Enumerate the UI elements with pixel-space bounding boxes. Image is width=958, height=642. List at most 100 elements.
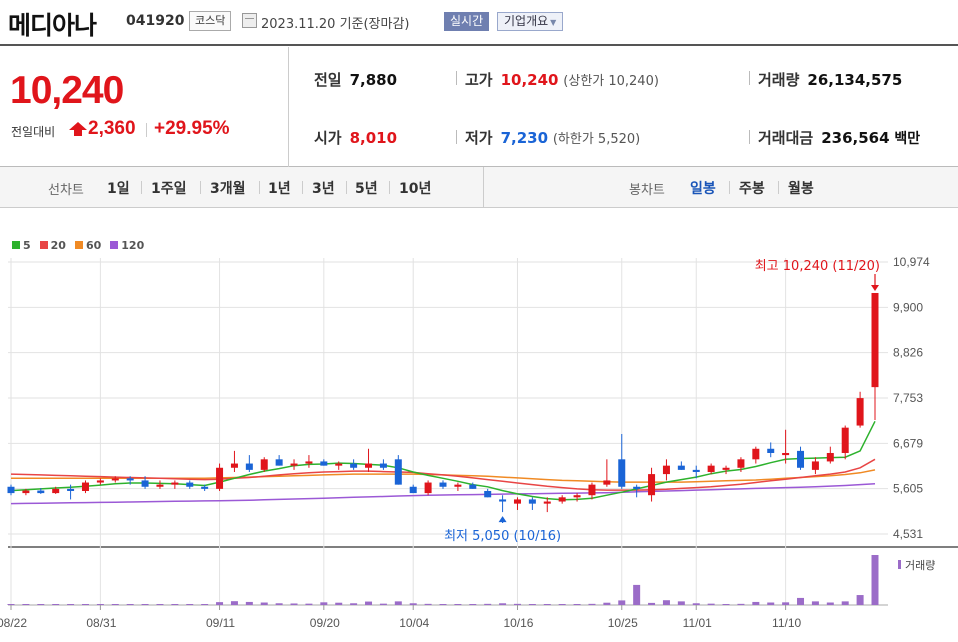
divider bbox=[749, 71, 750, 85]
candle-body bbox=[67, 488, 75, 491]
low-arrow-icon bbox=[498, 516, 507, 523]
volume-bar bbox=[454, 604, 462, 605]
trade-value-stat: 거래대금 236,564 백만 bbox=[758, 127, 920, 148]
open-stat: 시가 8,010 bbox=[314, 127, 397, 148]
trade-value-value: 236,564 bbox=[821, 129, 890, 147]
volume-bar bbox=[201, 604, 209, 605]
ma5-line bbox=[10, 420, 876, 501]
candle-body bbox=[692, 469, 700, 472]
volume-bar bbox=[692, 603, 700, 605]
candle-body bbox=[245, 463, 253, 470]
period-5y[interactable]: 5년 bbox=[355, 181, 378, 197]
volume-bar bbox=[52, 604, 60, 605]
candle-body bbox=[707, 465, 715, 472]
x-tick-label: 08/22 bbox=[0, 616, 27, 630]
candle-body bbox=[737, 459, 745, 468]
low-stat: 저가 7,230 (하한가 5,520) bbox=[465, 127, 640, 148]
volume-bar bbox=[350, 603, 358, 605]
volume-bar bbox=[409, 603, 417, 605]
legend-label: 60 bbox=[85, 239, 102, 252]
candle-weekly[interactable]: 주봉 bbox=[739, 181, 765, 197]
volume-bar bbox=[111, 604, 119, 605]
divider bbox=[302, 181, 303, 194]
candle-body bbox=[752, 448, 760, 460]
y-tick-label: 7,753 bbox=[893, 391, 923, 405]
candle-body bbox=[782, 452, 790, 456]
stock-name: 메디아나 bbox=[8, 11, 97, 40]
candle-body bbox=[499, 499, 507, 502]
candle-body bbox=[111, 478, 119, 481]
y-tick-label: 8,826 bbox=[893, 346, 923, 360]
divider bbox=[456, 71, 457, 85]
candle-body bbox=[156, 484, 164, 487]
candlestick-chart: 10,974 9,900 8,826 7,753 6,679 5,605 4,531 08/2… bbox=[0, 255, 958, 630]
volume-bar bbox=[648, 602, 656, 605]
divider bbox=[749, 130, 750, 144]
candle-monthly[interactable]: 월봉 bbox=[788, 181, 814, 197]
realtime-button[interactable]: 실시간 bbox=[444, 12, 490, 31]
open-value: 8,010 bbox=[349, 129, 398, 147]
x-tick-label: 09/20 bbox=[310, 616, 340, 630]
candle-body bbox=[543, 501, 551, 504]
prev-close-label: 전일 bbox=[314, 71, 342, 89]
volume-bar bbox=[305, 603, 313, 605]
high-arrow-icon bbox=[871, 284, 879, 291]
divider bbox=[729, 181, 730, 194]
divider bbox=[389, 181, 390, 194]
candle-body bbox=[365, 463, 373, 468]
change-percent: +29.95% bbox=[154, 118, 230, 139]
volume-bar bbox=[141, 604, 149, 605]
volume-bar bbox=[588, 603, 596, 605]
candle-body bbox=[260, 459, 268, 470]
volume-bar bbox=[424, 603, 432, 605]
x-tick-label: 11/10 bbox=[772, 616, 801, 630]
volume-bar bbox=[826, 602, 834, 605]
volume-bar bbox=[469, 604, 477, 605]
candle-body bbox=[797, 450, 805, 468]
period-10y[interactable]: 10년 bbox=[399, 181, 432, 197]
volume-bar bbox=[96, 604, 104, 605]
volume-bar bbox=[782, 602, 790, 605]
divider bbox=[200, 181, 201, 194]
candle-body bbox=[186, 482, 194, 487]
prev-close-value: 7,880 bbox=[349, 71, 398, 89]
candle-body bbox=[633, 486, 641, 489]
candle-body bbox=[409, 486, 417, 494]
candle-body bbox=[320, 461, 328, 466]
y-tick-label: 6,679 bbox=[893, 436, 923, 450]
candle-body bbox=[37, 490, 45, 494]
trade-value-unit: 백만 bbox=[894, 131, 921, 147]
volume-bar bbox=[856, 595, 864, 605]
volume-stat: 거래량 26,134,575 bbox=[758, 69, 902, 90]
x-tick-label: 11/01 bbox=[683, 616, 712, 630]
candle-chart-label: 봉차트 bbox=[629, 183, 665, 198]
open-label: 시가 bbox=[314, 129, 342, 147]
volume-bar bbox=[633, 584, 641, 605]
ma60-line bbox=[11, 469, 876, 483]
low-label: 저가 bbox=[465, 129, 493, 147]
candle-body bbox=[141, 480, 149, 487]
candle-body bbox=[96, 480, 104, 483]
period-1y[interactable]: 1년 bbox=[268, 181, 291, 197]
candle-daily[interactable]: 일봉 bbox=[690, 181, 716, 197]
volume-bar bbox=[156, 604, 164, 605]
company-info-dropdown[interactable]: 기업개요 ▼ bbox=[497, 12, 564, 31]
low-value: 7,230 bbox=[500, 129, 549, 147]
legend-label: 20 bbox=[50, 239, 66, 252]
period-3m[interactable]: 3개월 bbox=[210, 181, 246, 197]
volume-bar bbox=[171, 604, 179, 605]
period-1d[interactable]: 1일 bbox=[107, 181, 130, 197]
divider bbox=[483, 167, 484, 208]
candle-body bbox=[662, 465, 670, 475]
high-annotation: 최고 10,240 (11/20) bbox=[755, 259, 880, 274]
x-tick-label: 10/04 bbox=[399, 616, 429, 630]
volume-bar bbox=[841, 601, 849, 605]
x-tick-label: 10/25 bbox=[608, 616, 638, 630]
legend-ma20: 20 bbox=[39, 239, 66, 252]
legend-label: 120 bbox=[121, 239, 145, 252]
period-1w[interactable]: 1주일 bbox=[151, 181, 187, 197]
volume-bar bbox=[618, 600, 626, 605]
period-3y[interactable]: 3년 bbox=[312, 181, 335, 197]
candle-body bbox=[305, 461, 313, 464]
x-tick-label: 10/16 bbox=[503, 616, 533, 630]
